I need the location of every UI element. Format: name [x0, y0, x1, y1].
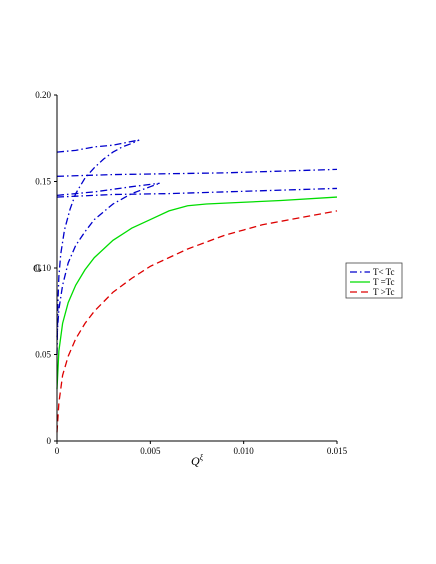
x-tick-label: 0.010	[234, 446, 255, 456]
series-line-1	[56, 139, 140, 355]
y-tick-label: 0	[47, 436, 52, 446]
series-line-8	[56, 210, 338, 433]
plot-area	[56, 139, 338, 433]
x-tick-label: 0.005	[140, 446, 161, 456]
ticks: 0 0.005 0.010 0.015 0 0.05 0.10 0.15 0.20	[35, 90, 347, 456]
series-line-6	[56, 187, 338, 198]
y-axis-label: G	[33, 261, 42, 275]
legend-label: T >Tc	[373, 287, 395, 297]
legend-label: T< Tc	[373, 267, 395, 277]
series-line-7	[56, 196, 338, 390]
x-tick-label: 0.015	[327, 446, 348, 456]
series-line-5	[56, 182, 160, 196]
series-line-4	[56, 182, 160, 338]
series-line-3	[56, 168, 338, 177]
x-axis-label-superscript: ξ	[200, 453, 204, 462]
x-axis-label: Qξ	[191, 453, 204, 468]
x-tick-label: 0	[55, 446, 60, 456]
y-tick-label: 0.05	[35, 350, 51, 360]
y-tick-label: 0.15	[35, 177, 51, 187]
legend: T< TcT =TcT >Tc	[345, 262, 403, 299]
legend-label: T =Tc	[373, 277, 395, 287]
x-axis-label-main: Q	[191, 454, 200, 468]
y-tick-label: 0.10	[35, 263, 51, 273]
series-line-2	[56, 139, 140, 153]
axes	[56, 95, 337, 442]
y-tick-label: 0.20	[35, 90, 51, 100]
